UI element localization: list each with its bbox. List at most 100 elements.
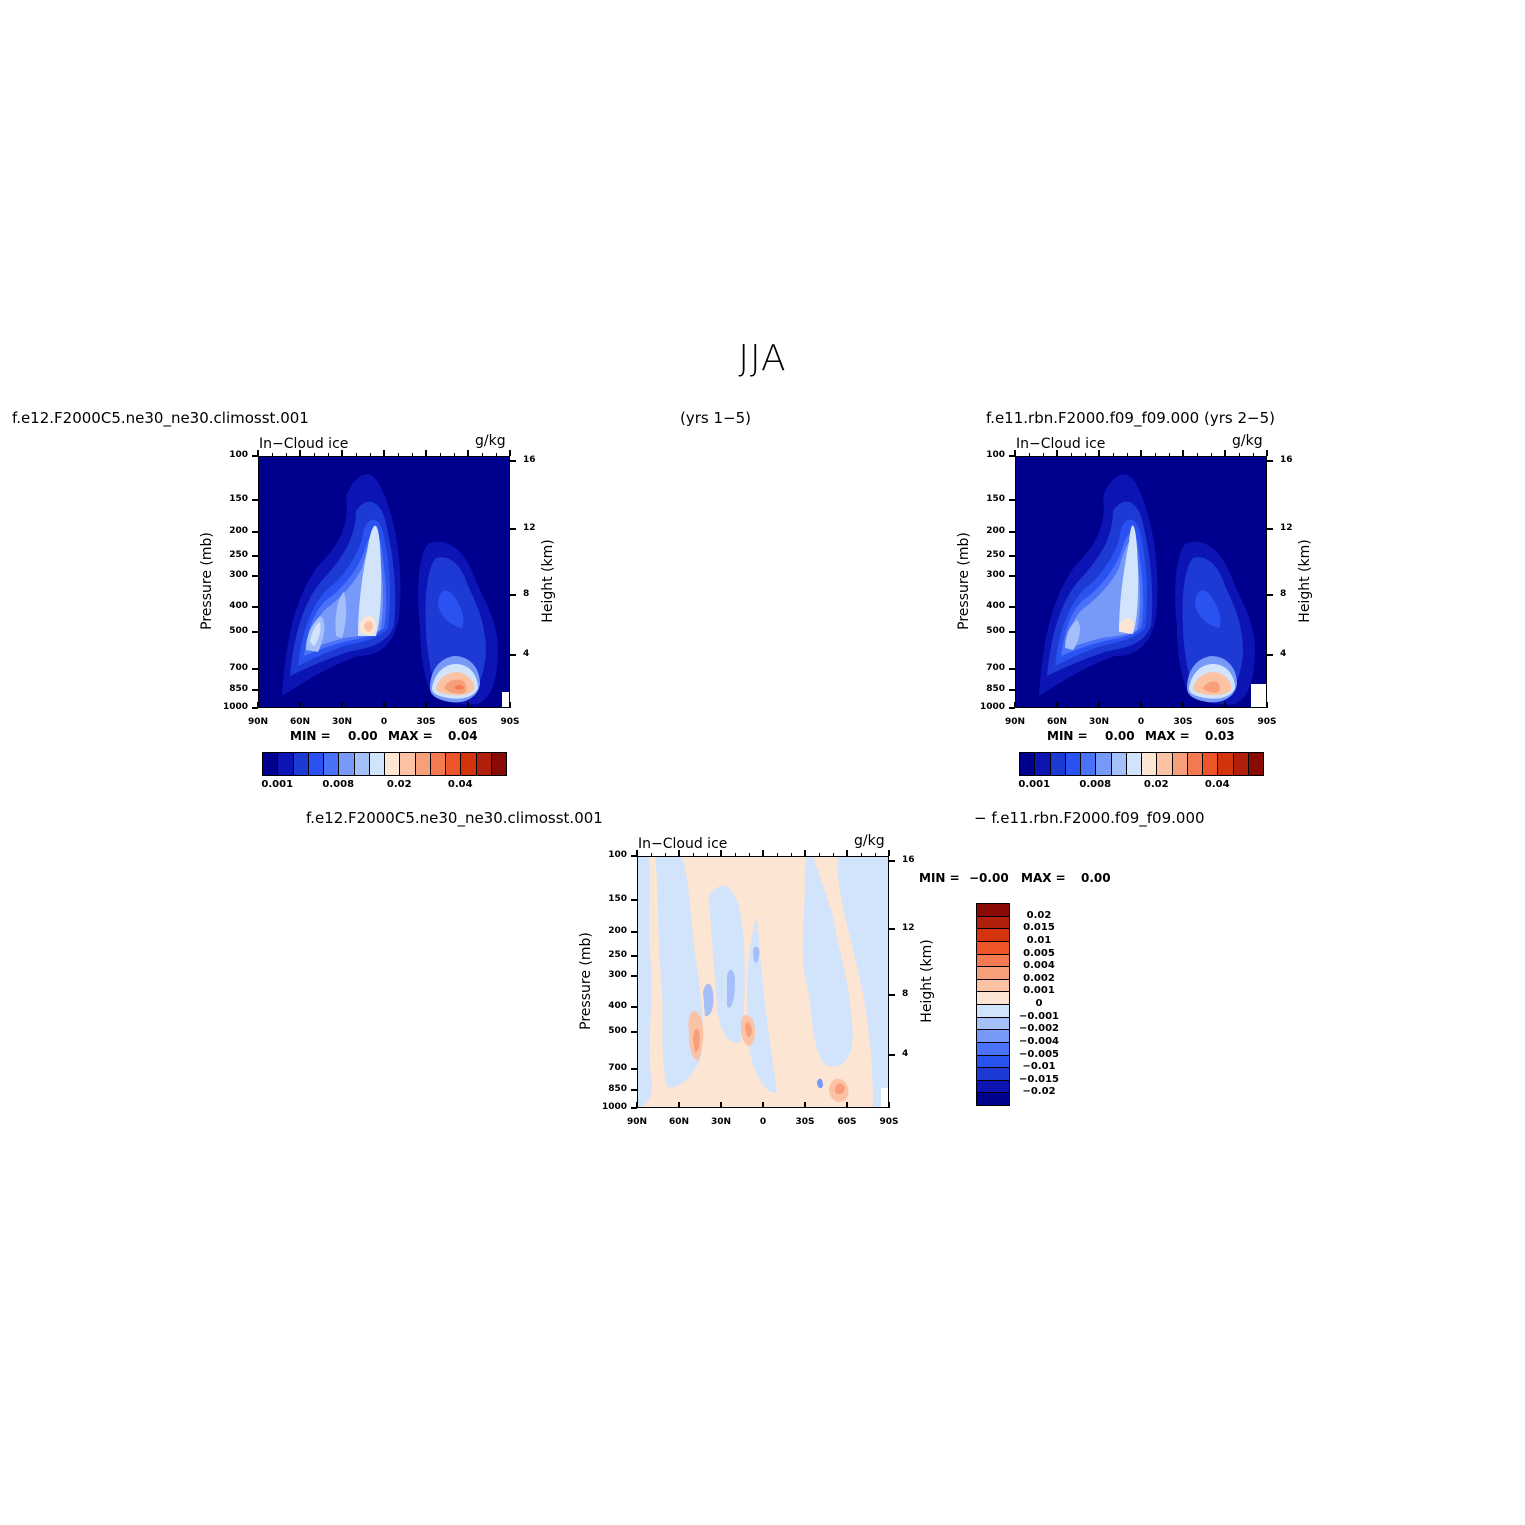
x-tick-label: 90N: [1004, 717, 1026, 727]
height-tick-mark: [510, 654, 516, 657]
legend-label: 0.002: [1023, 972, 1055, 984]
min-value: 0.00: [1105, 729, 1135, 743]
legend-color-swatch: [1095, 752, 1112, 776]
y-tick-label: 1000: [601, 1102, 627, 1112]
minor-tick-mark: [1239, 453, 1240, 456]
contour-plot-area: [1015, 456, 1267, 708]
max-label: MAX =: [1021, 871, 1066, 885]
height-tick-label: 8: [1280, 588, 1287, 599]
y-tick-mark: [252, 689, 258, 692]
minor-tick-mark: [1029, 453, 1030, 456]
y-tick-mark: [252, 707, 258, 709]
y-tick-label: 200: [986, 525, 1005, 536]
minor-tick-mark: [819, 853, 820, 856]
contour-level: [693, 1029, 700, 1052]
y-tick-label: 700: [608, 1063, 627, 1074]
legend-color-swatch: [323, 752, 340, 776]
minor-tick-mark: [1183, 453, 1184, 456]
y-tick-mark: [252, 555, 258, 558]
legend-color-swatch: [429, 752, 446, 776]
legend-color-swatch: [976, 1016, 1010, 1031]
y-tick-label: 100: [229, 450, 248, 460]
legend-color-swatch: [976, 1092, 1010, 1106]
legend-color-swatch: [1186, 752, 1203, 776]
minor-tick-mark: [272, 453, 273, 456]
x-tick-mark: [1140, 702, 1142, 708]
contour-level: [1203, 681, 1220, 693]
minor-tick-mark: [833, 853, 834, 856]
contour-level: [454, 685, 464, 690]
contour-level: [438, 590, 464, 628]
x-tick-label: 60S: [1215, 717, 1235, 727]
y-tick-label: 700: [986, 663, 1005, 674]
contour-level: [749, 856, 853, 1067]
min-label: MIN =: [290, 729, 331, 743]
x-tick-mark: [804, 1102, 806, 1108]
height-tick-label: 4: [1280, 649, 1287, 660]
minor-tick-mark: [426, 453, 427, 456]
x-tick-label: 0: [759, 1117, 767, 1127]
y-tick-mark: [631, 899, 637, 902]
y-tick-mark: [631, 930, 637, 933]
units-label: g/kg: [475, 433, 506, 449]
height-tick-label: 16: [902, 855, 915, 866]
minor-tick-mark: [693, 853, 694, 856]
row2-left-caption: f.e12.F2000C5.ne30_ne30.climosst.001: [306, 809, 603, 827]
legend-label: 0.015: [1023, 922, 1055, 934]
legend-label: 0: [1035, 998, 1043, 1009]
x-tick-mark: [1098, 702, 1100, 708]
contour-level: [335, 592, 347, 638]
height-tick-label: 16: [523, 455, 536, 466]
height-axis-label: Height (km): [1297, 539, 1313, 623]
y-tick-label: 300: [608, 969, 627, 980]
legend-label: −0.004: [1018, 1035, 1059, 1047]
legend-label: −0.001: [1018, 1010, 1059, 1022]
y-tick-mark: [631, 955, 637, 958]
minor-tick-mark: [749, 853, 750, 856]
x-tick-mark: [1266, 450, 1268, 456]
height-tick-label: 8: [902, 988, 909, 999]
legend-color-swatch: [976, 1004, 1010, 1018]
height-tick-mark: [1267, 593, 1273, 596]
legend-color-swatch: [976, 966, 1010, 980]
max-label: MAX =: [1145, 729, 1190, 743]
y-tick-mark: [1009, 689, 1015, 692]
legend-label: −0.015: [1018, 1073, 1059, 1085]
contour-level: [703, 983, 714, 1017]
height-axis-label: Height (km): [540, 539, 556, 623]
legend-color-swatch: [976, 1029, 1010, 1043]
x-tick-mark: [636, 850, 638, 856]
y-tick-label: 150: [608, 894, 627, 905]
contour-level: [837, 856, 889, 1108]
y-tick-label: 200: [229, 525, 248, 536]
minor-tick-mark: [847, 853, 848, 856]
y-tick-label: 1000: [979, 702, 1005, 712]
y-tick-label: 1000: [222, 702, 248, 712]
contour-level: [358, 525, 382, 636]
y-tick-label: 100: [986, 450, 1005, 460]
y-tick-mark: [252, 574, 258, 577]
y-tick-mark: [1009, 499, 1015, 502]
legend-color-swatch: [1019, 752, 1036, 776]
max-value: 0.03: [1205, 729, 1235, 743]
minor-tick-mark: [496, 453, 497, 456]
legend-color-swatch: [976, 1067, 1010, 1081]
minor-tick-mark: [1169, 453, 1170, 456]
max-value: 0.00: [1081, 871, 1111, 885]
min-value: −0.00: [969, 871, 1009, 885]
row2-right-caption: − f.e11.rbn.F2000.f09_f09.000: [974, 809, 1205, 827]
minor-tick-mark: [1211, 453, 1212, 456]
legend-label: −0.01: [1022, 1061, 1056, 1073]
contour-fields: [258, 456, 510, 708]
x-tick-mark: [341, 702, 343, 708]
legend-color-swatch: [976, 903, 1010, 917]
legend-label: 0.008: [322, 779, 355, 790]
legend-color-swatch: [292, 752, 309, 776]
minor-tick-mark: [1043, 453, 1044, 456]
legend-color-swatch: [976, 953, 1010, 968]
x-tick-label: 90S: [879, 1117, 899, 1127]
y-tick-label: 500: [608, 1026, 627, 1037]
x-tick-mark: [1014, 702, 1016, 708]
x-tick-mark: [1266, 702, 1268, 708]
variable-label: In−Cloud ice: [1016, 436, 1106, 452]
